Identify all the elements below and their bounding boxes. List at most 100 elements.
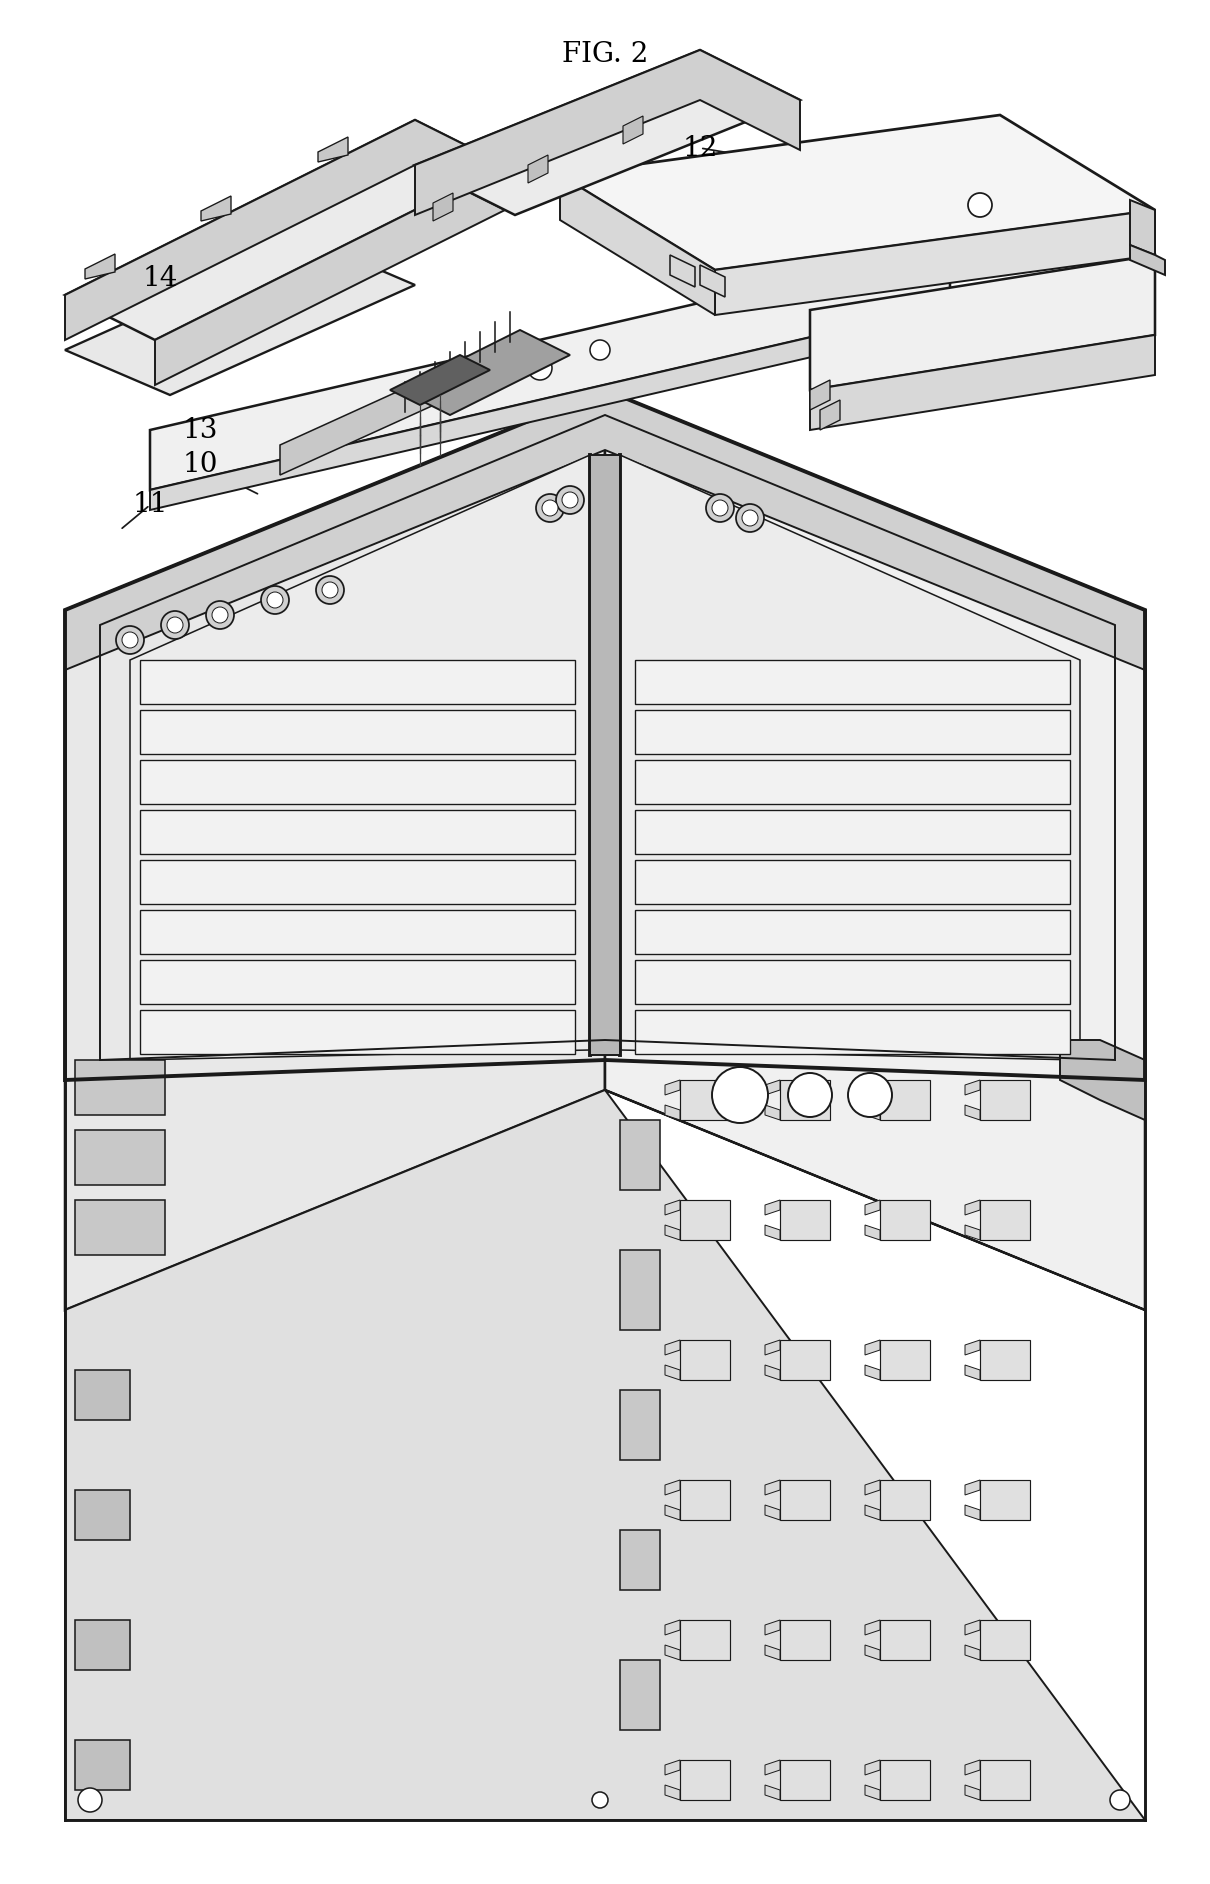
Polygon shape	[880, 1760, 930, 1799]
Circle shape	[122, 631, 138, 648]
Polygon shape	[666, 1481, 680, 1496]
Polygon shape	[966, 1225, 980, 1240]
Polygon shape	[201, 196, 231, 220]
Circle shape	[711, 1066, 768, 1123]
Polygon shape	[809, 254, 1156, 390]
Polygon shape	[966, 1784, 980, 1799]
Polygon shape	[635, 859, 1070, 904]
Polygon shape	[65, 390, 605, 1309]
Polygon shape	[666, 1620, 680, 1635]
Polygon shape	[433, 192, 453, 220]
Polygon shape	[635, 759, 1070, 804]
Polygon shape	[880, 1620, 930, 1660]
Polygon shape	[680, 1760, 730, 1799]
Polygon shape	[140, 810, 575, 853]
Polygon shape	[809, 381, 830, 411]
Polygon shape	[666, 1200, 680, 1215]
Circle shape	[711, 499, 728, 516]
Circle shape	[848, 1074, 892, 1117]
Polygon shape	[966, 1760, 980, 1775]
Polygon shape	[966, 1366, 980, 1379]
Polygon shape	[415, 51, 800, 215]
Polygon shape	[560, 115, 1156, 269]
Circle shape	[206, 601, 234, 629]
Circle shape	[322, 582, 338, 597]
Polygon shape	[865, 1645, 880, 1660]
Polygon shape	[666, 1760, 680, 1775]
Text: 11: 11	[132, 492, 168, 518]
Polygon shape	[75, 1061, 165, 1115]
Polygon shape	[635, 710, 1070, 754]
Polygon shape	[980, 1760, 1030, 1799]
Polygon shape	[765, 1760, 780, 1775]
Polygon shape	[75, 1130, 165, 1185]
Polygon shape	[865, 1620, 880, 1635]
Polygon shape	[620, 456, 1081, 1061]
Circle shape	[116, 625, 144, 654]
Text: FIG. 2: FIG. 2	[561, 41, 649, 68]
Polygon shape	[666, 1784, 680, 1799]
Polygon shape	[980, 1620, 1030, 1660]
Polygon shape	[635, 810, 1070, 853]
Polygon shape	[765, 1620, 780, 1635]
Polygon shape	[1130, 200, 1156, 254]
Polygon shape	[65, 239, 415, 396]
Polygon shape	[980, 1080, 1030, 1119]
Polygon shape	[666, 1505, 680, 1520]
Polygon shape	[780, 1080, 830, 1119]
Polygon shape	[1130, 245, 1165, 275]
Polygon shape	[765, 1366, 780, 1379]
Polygon shape	[1060, 1040, 1145, 1119]
Polygon shape	[280, 345, 500, 475]
Polygon shape	[680, 1080, 730, 1119]
Polygon shape	[865, 1366, 880, 1379]
Polygon shape	[765, 1784, 780, 1799]
Polygon shape	[780, 1200, 830, 1240]
Circle shape	[267, 592, 283, 609]
Polygon shape	[880, 1340, 930, 1379]
Polygon shape	[666, 1340, 680, 1355]
Polygon shape	[765, 1225, 780, 1240]
Polygon shape	[140, 859, 575, 904]
Circle shape	[561, 492, 578, 509]
Circle shape	[590, 339, 610, 360]
Polygon shape	[605, 390, 1145, 1309]
Polygon shape	[666, 1080, 680, 1095]
Polygon shape	[75, 1200, 165, 1255]
Polygon shape	[865, 1080, 880, 1095]
Polygon shape	[620, 1249, 659, 1330]
Polygon shape	[590, 456, 620, 1055]
Polygon shape	[880, 1080, 930, 1119]
Polygon shape	[666, 1645, 680, 1660]
Polygon shape	[635, 659, 1070, 705]
Polygon shape	[865, 1340, 880, 1355]
Polygon shape	[620, 1660, 659, 1730]
Polygon shape	[140, 1010, 575, 1053]
Polygon shape	[140, 710, 575, 754]
Polygon shape	[623, 117, 643, 143]
Circle shape	[316, 577, 344, 605]
Polygon shape	[880, 1200, 930, 1240]
Polygon shape	[865, 1200, 880, 1215]
Polygon shape	[715, 209, 1156, 315]
Polygon shape	[65, 1091, 1145, 1820]
Circle shape	[542, 499, 558, 516]
Polygon shape	[880, 1481, 930, 1520]
Polygon shape	[528, 154, 548, 183]
Polygon shape	[966, 1505, 980, 1520]
Polygon shape	[966, 1340, 980, 1355]
Polygon shape	[765, 1080, 780, 1095]
Polygon shape	[666, 1366, 680, 1379]
Polygon shape	[635, 961, 1070, 1004]
Polygon shape	[701, 266, 725, 298]
Polygon shape	[85, 254, 115, 279]
Polygon shape	[666, 1225, 680, 1240]
Polygon shape	[620, 1119, 659, 1191]
Polygon shape	[65, 390, 1145, 671]
Polygon shape	[966, 1080, 980, 1095]
Polygon shape	[780, 1340, 830, 1379]
Polygon shape	[140, 759, 575, 804]
Polygon shape	[966, 1106, 980, 1119]
Polygon shape	[401, 330, 570, 414]
Polygon shape	[865, 1760, 880, 1775]
